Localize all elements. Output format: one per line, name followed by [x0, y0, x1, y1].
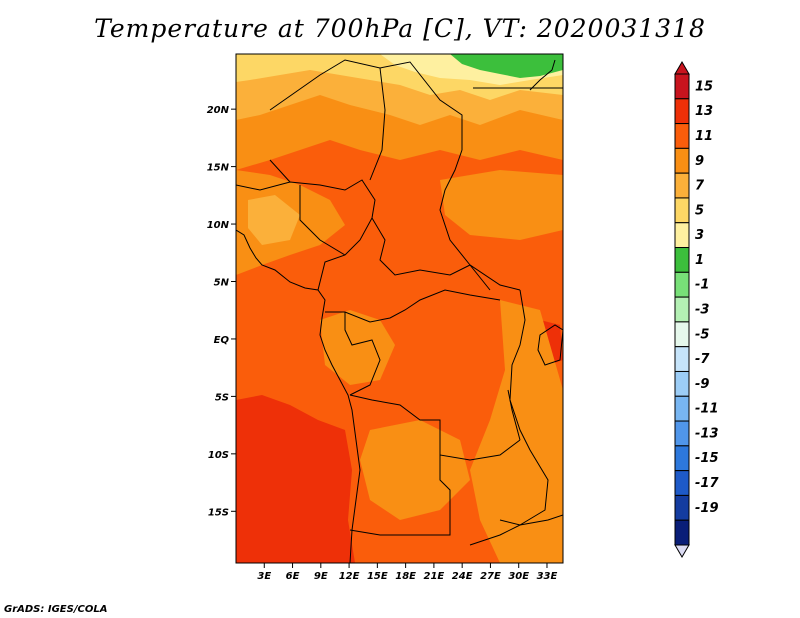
colorbar-segment	[674, 470, 690, 496]
field-9-central	[320, 310, 395, 385]
temperature-field	[236, 54, 563, 563]
colorbar: 15 13 11 9 7 5 3 1 -1 -3 -5 -7 -9 -11 -13 -15 -17 -19	[674, 61, 719, 558]
colorbar-label: -5	[695, 327, 709, 342]
border-north-2	[369, 67, 386, 181]
coastlines-borders	[236, 59, 563, 563]
lon-tick-label: 24E	[452, 571, 473, 582]
colorbar-label: -9	[695, 377, 709, 392]
lon-tick-label: 33E	[537, 571, 558, 582]
colorbar-segment	[674, 197, 690, 224]
colorbar-label: -13	[695, 426, 719, 441]
longitude-axis: 3E 6E 9E 12E 15E 18E 21E 24E 27E 30E 33E	[257, 563, 558, 582]
border-sahel	[236, 179, 376, 219]
border-angola-zambia	[349, 455, 451, 536]
colorbar-label: 11	[695, 129, 713, 144]
lon-tick-label: 9E	[314, 571, 328, 582]
colorbar-label: 15	[695, 79, 713, 94]
colorbar-segment	[674, 445, 690, 472]
border-lake-tanganyika	[507, 389, 521, 441]
lon-tick-label: 27E	[480, 571, 501, 582]
colorbar-label: 1	[695, 253, 704, 268]
colorbar-label: 9	[695, 154, 704, 169]
lat-tick-label: 10N	[207, 220, 230, 231]
colorbar-segment	[674, 271, 690, 298]
colorbar-label: -15	[695, 451, 719, 466]
colorbar-label: -19	[695, 501, 719, 516]
colorbar-label: -17	[695, 476, 719, 491]
colorbar-label: -7	[695, 352, 710, 367]
field-9-east-highlands	[470, 300, 563, 563]
border-car	[371, 217, 521, 291]
colorbar-segment	[674, 494, 690, 521]
border-east-africa	[499, 289, 549, 526]
lat-tick-label: 10S	[208, 450, 229, 461]
lon-tick-label: 21E	[424, 571, 445, 582]
field-9-south-central	[360, 420, 470, 520]
colorbar-segment	[674, 123, 690, 149]
colorbar-label: -1	[695, 278, 709, 293]
lon-tick-label: 18E	[395, 571, 416, 582]
colorbar-segment	[674, 247, 690, 273]
colorbar-segment	[674, 519, 690, 546]
lat-tick-label: 5S	[215, 392, 229, 403]
lon-tick-label: 6E	[286, 571, 300, 582]
border-drc-west	[344, 312, 381, 396]
colorbar-label: -11	[695, 402, 719, 417]
colorbar-label: 3	[695, 228, 704, 243]
colorbar-segment	[674, 370, 690, 397]
lon-tick-label: 12E	[339, 571, 360, 582]
field-1-northeast	[450, 54, 563, 78]
border-gabon-congo	[325, 289, 501, 323]
colorbar-segment	[674, 172, 690, 199]
lon-tick-label: 3E	[257, 571, 271, 582]
colorbar-label: 13	[695, 104, 713, 119]
lon-tick-label: 30E	[508, 571, 529, 582]
coastline-west	[236, 229, 361, 563]
colorbar-segment	[674, 296, 690, 323]
grads-credit: GrADS: IGES/COLA	[4, 604, 108, 615]
field-9-northeast	[440, 170, 563, 240]
lat-tick-label: 15S	[208, 507, 229, 518]
lon-tick-label: 15E	[367, 571, 388, 582]
colorbar-top-arrow	[674, 61, 690, 75]
colorbar-segment	[674, 98, 690, 125]
colorbar-segment	[674, 321, 690, 348]
latitude-axis: 20N 15N 10N 5N EQ 5S 10S 15S	[207, 105, 236, 518]
colorbar-segment	[674, 420, 690, 447]
map-frame	[235, 53, 564, 564]
field-7-west	[248, 195, 300, 245]
colorbar-segment	[674, 147, 690, 174]
lat-tick-label: 20N	[207, 105, 230, 116]
colorbar-segment	[674, 73, 690, 100]
colorbar-label: -3	[695, 303, 709, 318]
border-southeast	[469, 514, 563, 546]
field-warm-southwest	[236, 395, 355, 563]
border-nigeria	[269, 159, 346, 256]
colorbar-label: 7	[695, 179, 705, 194]
colorbar-segment	[674, 222, 690, 249]
border-ethiopia-coast	[473, 59, 563, 91]
lat-tick-label: EQ	[214, 335, 230, 346]
border-lake-victoria	[537, 324, 563, 366]
colorbar-segment	[674, 395, 690, 422]
lat-tick-label: 5N	[214, 277, 230, 288]
border-north-1	[269, 59, 463, 150]
map-title: Temperature at 700hPa [C], VT: 202003131…	[94, 14, 706, 43]
colorbar-segment	[674, 346, 690, 372]
lat-tick-label: 15N	[207, 163, 230, 174]
border-drc-south	[349, 394, 521, 461]
colorbar-label: 5	[695, 203, 704, 218]
colorbar-bottom-arrow	[674, 544, 690, 558]
